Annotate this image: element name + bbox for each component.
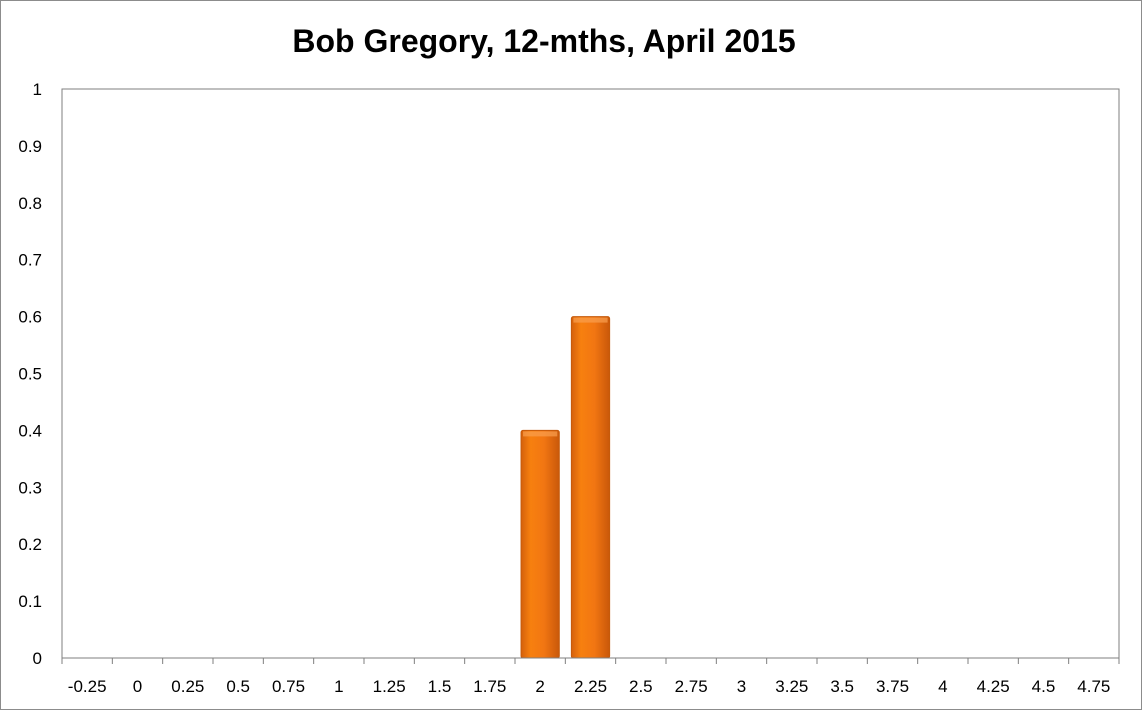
x-tick-label: 1.25	[373, 677, 406, 696]
y-tick-label: 0.8	[18, 194, 42, 213]
bar-highlight	[573, 317, 608, 323]
y-tick-label: 0.6	[18, 308, 42, 327]
x-tick-label: 3.5	[830, 677, 854, 696]
x-tick-label: 0.75	[272, 677, 305, 696]
x-tick-label: 1.5	[428, 677, 452, 696]
y-tick-label: 0.9	[18, 137, 42, 156]
chart-title: Bob Gregory, 12-mths, April 2015	[292, 23, 796, 59]
y-tick-label: 0	[33, 649, 42, 668]
bar-2	[520, 429, 560, 659]
x-tick-label: 2.25	[574, 677, 607, 696]
x-tick-label: 2.75	[675, 677, 708, 696]
y-tick-label: 1	[33, 80, 42, 99]
x-tick-label: -0.25	[68, 677, 107, 696]
x-tick-label: 4.25	[977, 677, 1010, 696]
x-tick-label: 1.75	[473, 677, 506, 696]
y-tick-label: 0.3	[18, 478, 42, 497]
y-tick-label: 0.1	[18, 592, 42, 611]
x-tick-label: 4.5	[1032, 677, 1056, 696]
x-tick-label: 2	[535, 677, 544, 696]
y-tick-label: 0.7	[18, 251, 42, 270]
x-tick-label: 3.75	[876, 677, 909, 696]
x-tick-label: 0.25	[171, 677, 204, 696]
y-tick-label: 0.2	[18, 535, 42, 554]
bar-highlight	[523, 431, 558, 437]
x-tick-label: 4	[938, 677, 947, 696]
y-tick-label: 0.5	[18, 365, 42, 384]
x-tick-label: 0.5	[226, 677, 250, 696]
x-tick-label: 3.25	[775, 677, 808, 696]
x-tick-label: 1	[334, 677, 343, 696]
bar-2.25	[570, 316, 611, 659]
x-tick-label: 4.75	[1077, 677, 1110, 696]
x-tick-label: 0	[133, 677, 142, 696]
x-tick-label: 2.5	[629, 677, 653, 696]
x-tick-label: 3	[737, 677, 746, 696]
y-tick-label: 0.4	[18, 421, 42, 440]
